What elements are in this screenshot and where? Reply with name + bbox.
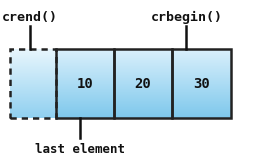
Text: 30: 30 [193,77,210,91]
Bar [56,49,114,118]
Text: 20: 20 [135,77,152,91]
Text: crbegin(): crbegin() [150,11,222,24]
Text: last element: last element [35,143,125,156]
Bar [10,49,56,118]
Text: 10: 10 [76,77,93,91]
Bar [114,49,172,118]
Bar [172,49,231,118]
Text: crend(): crend() [2,11,58,24]
